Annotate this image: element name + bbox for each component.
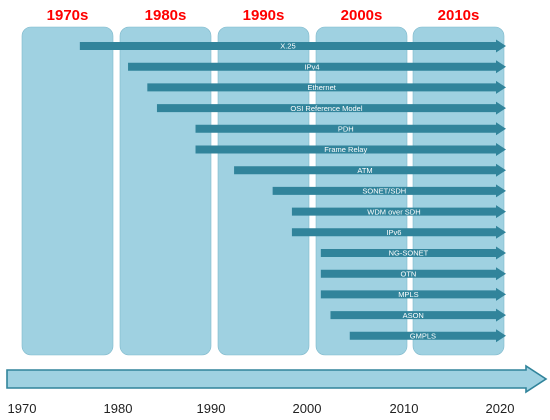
technology-bar: Ethernet [147, 80, 506, 94]
decade-title: 2010s [438, 7, 480, 24]
technology-bars: X.25 IPv4 Ethernet OSI Reference Model PDH Fr… [79, 39, 507, 343]
technology-label: OSI Reference Model [290, 104, 362, 113]
technology-label: Ethernet [307, 83, 336, 92]
technology-label: ASON [403, 311, 424, 320]
year-label: 2010 [390, 401, 419, 416]
technology-bar: WDM over SDH [291, 205, 506, 219]
technology-label: IPv6 [386, 228, 401, 237]
timeline-axis-arrow [6, 364, 548, 394]
technology-label: ATM [357, 166, 372, 175]
technology-arrow [79, 39, 506, 53]
decade-title: 1990s [243, 7, 285, 24]
decade-title: 1980s [145, 7, 187, 24]
technology-arrow [195, 143, 506, 156]
technology-arrow [320, 287, 506, 301]
technology-arrow [349, 329, 506, 343]
technology-bar: PDH [195, 122, 506, 136]
technology-bar: SONET/SDH [272, 184, 506, 198]
year-labels: 1970 1980 1990 2000 2010 2020 [8, 401, 515, 416]
technology-label: PDH [338, 125, 354, 134]
technology-arrow [156, 101, 506, 115]
technology-arrow [147, 80, 506, 94]
technology-label: MPLS [398, 290, 418, 299]
technology-bar: NG-SONET [320, 246, 506, 260]
technology-arrow [128, 60, 507, 74]
technology-bar: ATM [234, 163, 506, 177]
technology-bar: MPLS [320, 287, 506, 301]
year-label: 1990 [197, 401, 226, 416]
technology-bar: Frame Relay [195, 143, 506, 156]
technology-bar: IPv6 [291, 225, 506, 239]
year-label: 1980 [104, 401, 133, 416]
technology-label: OTN [400, 269, 416, 278]
decade-title: 1970s [47, 7, 89, 24]
technology-bar: ASON [330, 308, 506, 322]
technology-arrow [320, 246, 506, 260]
decade-panel-1970s [21, 26, 114, 356]
technology-bar: OTN [320, 267, 506, 281]
year-label: 2020 [486, 401, 515, 416]
technology-label: WDM over SDH [367, 207, 420, 216]
year-axis [6, 364, 548, 394]
year-label: 1970 [8, 401, 37, 416]
technology-arrow [330, 308, 506, 322]
technology-label: IPv4 [305, 62, 320, 71]
technology-bar: IPv4 [128, 60, 507, 74]
technology-label: SONET/SDH [362, 187, 406, 196]
technology-label: Frame Relay [324, 145, 367, 154]
technology-arrow [234, 163, 506, 177]
technology-bar: OSI Reference Model [156, 101, 506, 115]
technology-arrow [291, 225, 506, 239]
technology-arrow [291, 205, 506, 219]
technology-bar: X.25 [79, 39, 506, 53]
technology-label: X.25 [280, 42, 295, 51]
technology-label: GMPLS [410, 332, 436, 341]
decade-title: 2000s [341, 7, 383, 24]
technology-arrow [272, 184, 506, 198]
technology-bar: GMPLS [349, 329, 506, 343]
technology-arrow [320, 267, 506, 281]
decade-panel-1980s [119, 26, 212, 356]
technology-arrow [195, 122, 506, 136]
decade-titles: 1970s 1980s 1990s 2000s 2010s [47, 7, 480, 24]
technology-label: NG-SONET [389, 249, 429, 258]
year-label: 2000 [293, 401, 322, 416]
